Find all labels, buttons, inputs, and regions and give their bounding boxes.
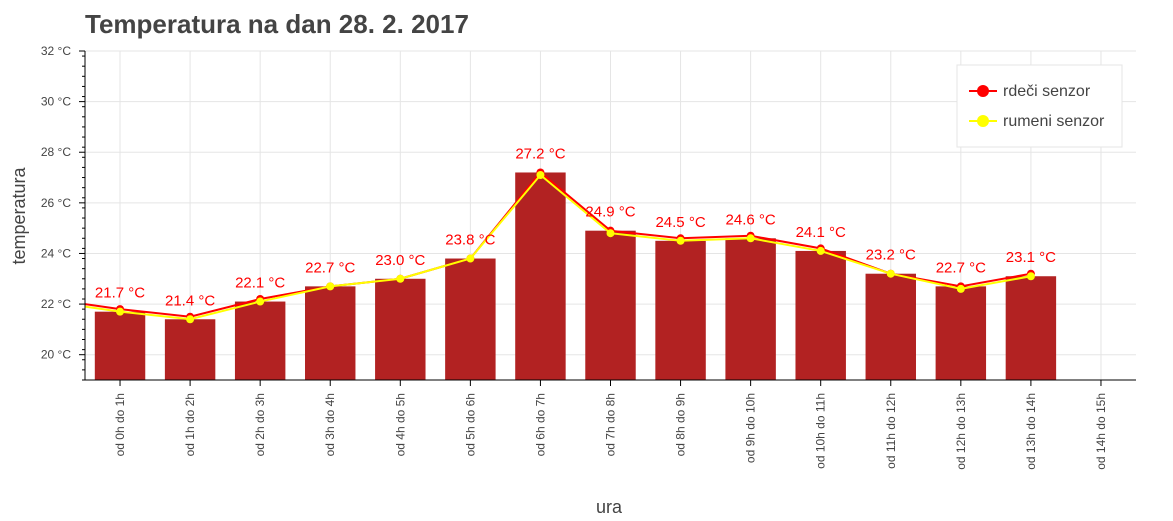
y-tick-label: 24 °C <box>41 246 71 260</box>
series-point <box>886 269 895 278</box>
series-point <box>256 297 265 306</box>
bar-data-label: 24.9 °C <box>585 204 635 221</box>
x-tick-label: od 12h do 13h <box>954 393 968 470</box>
legend-marker-yellow <box>977 115 989 127</box>
legend: rdeči senzor rumeni senzor <box>956 64 1123 148</box>
chart-title: Temperatura na dan 28. 2. 2017 <box>85 9 469 39</box>
bar-data-label: 23.0 °C <box>375 252 425 269</box>
bar-data-label: 24.1 °C <box>796 224 846 241</box>
x-tick-label: od 7h do 8h <box>604 393 618 456</box>
bar <box>164 319 216 380</box>
x-tick-label: od 1h do 2h <box>183 393 197 456</box>
legend-box <box>956 64 1123 148</box>
bar <box>305 286 356 380</box>
x-tick-label: od 4h do 5h <box>393 393 407 456</box>
bar-data-label: 23.1 °C <box>1006 249 1056 266</box>
bar-data-label: 24.5 °C <box>655 214 705 231</box>
series-lines <box>85 168 1035 324</box>
series-point <box>536 171 545 180</box>
y-axis-label: temperatura <box>9 166 29 264</box>
bars <box>94 172 1057 380</box>
bar-data-label: 22.1 °C <box>235 275 285 292</box>
series-point <box>746 234 755 243</box>
bar <box>94 311 146 380</box>
bar-data-label: 23.2 °C <box>866 247 916 264</box>
bar-data-label: 24.6 °C <box>726 211 776 228</box>
series-point <box>326 282 335 291</box>
legend-label-yellow: rumeni senzor <box>1003 113 1105 130</box>
bar <box>515 172 566 380</box>
x-tick-label: od 9h do 10h <box>744 393 758 463</box>
legend-marker-red <box>977 85 989 97</box>
y-tick-label: 30 °C <box>41 95 71 109</box>
bar <box>725 238 776 380</box>
y-tick-label: 28 °C <box>41 145 71 159</box>
bar <box>1005 276 1057 380</box>
series-point <box>116 307 125 316</box>
x-tick-label: od 0h do 1h <box>113 393 127 456</box>
x-tick-label: od 14h do 15h <box>1094 393 1108 470</box>
series-point <box>956 284 965 293</box>
x-tick-label: od 3h do 4h <box>323 393 337 456</box>
data-labels: 21.7 °C 21.4 °C 22.1 °C 22.7 °C 23.0 °C 23.8 … <box>95 145 1056 309</box>
series-point <box>466 254 475 263</box>
bar-data-label: 22.7 °C <box>305 259 355 276</box>
bar-data-label: 27.2 °C <box>515 145 565 162</box>
bar <box>375 278 426 380</box>
bar-data-label: 21.4 °C <box>165 292 215 309</box>
series-point <box>396 274 405 283</box>
legend-label-red: rdeči senzor <box>1003 83 1091 100</box>
x-tick-label: od 11h do 12h <box>884 393 898 469</box>
bar <box>795 250 846 380</box>
x-tick-label: od 6h do 7h <box>533 393 547 456</box>
y-tick-label: 32 °C <box>41 44 71 58</box>
x-tick-label: od 2h do 3h <box>253 393 267 456</box>
x-tick-label: od 13h do 14h <box>1024 393 1038 470</box>
x-tick-label: od 5h do 6h <box>463 393 477 456</box>
bar <box>445 258 496 380</box>
series-point <box>1026 272 1035 281</box>
bar <box>935 286 987 380</box>
bar <box>234 301 286 380</box>
series-point <box>676 236 685 245</box>
bar <box>865 273 916 380</box>
bar <box>585 230 636 380</box>
bar-data-label: 21.7 °C <box>95 285 145 302</box>
series-point <box>816 246 825 255</box>
y-tick-label: 22 °C <box>41 297 71 311</box>
axes: 20 °C 22 °C 24 °C 26 °C 28 °C 30 °C 32 °C od 0h… <box>41 44 1136 470</box>
series-point <box>186 315 195 324</box>
bar-data-label: 22.7 °C <box>936 259 986 276</box>
x-tick-label: od 10h do 11h <box>814 393 828 469</box>
series-point <box>606 229 615 238</box>
bar-data-label: 23.8 °C <box>445 232 495 249</box>
x-axis-label: ura <box>596 497 623 517</box>
x-tick-label: od 8h do 9h <box>674 393 688 456</box>
y-tick-label: 26 °C <box>41 196 71 210</box>
y-tick-label: 20 °C <box>41 348 71 362</box>
bar <box>655 240 706 380</box>
